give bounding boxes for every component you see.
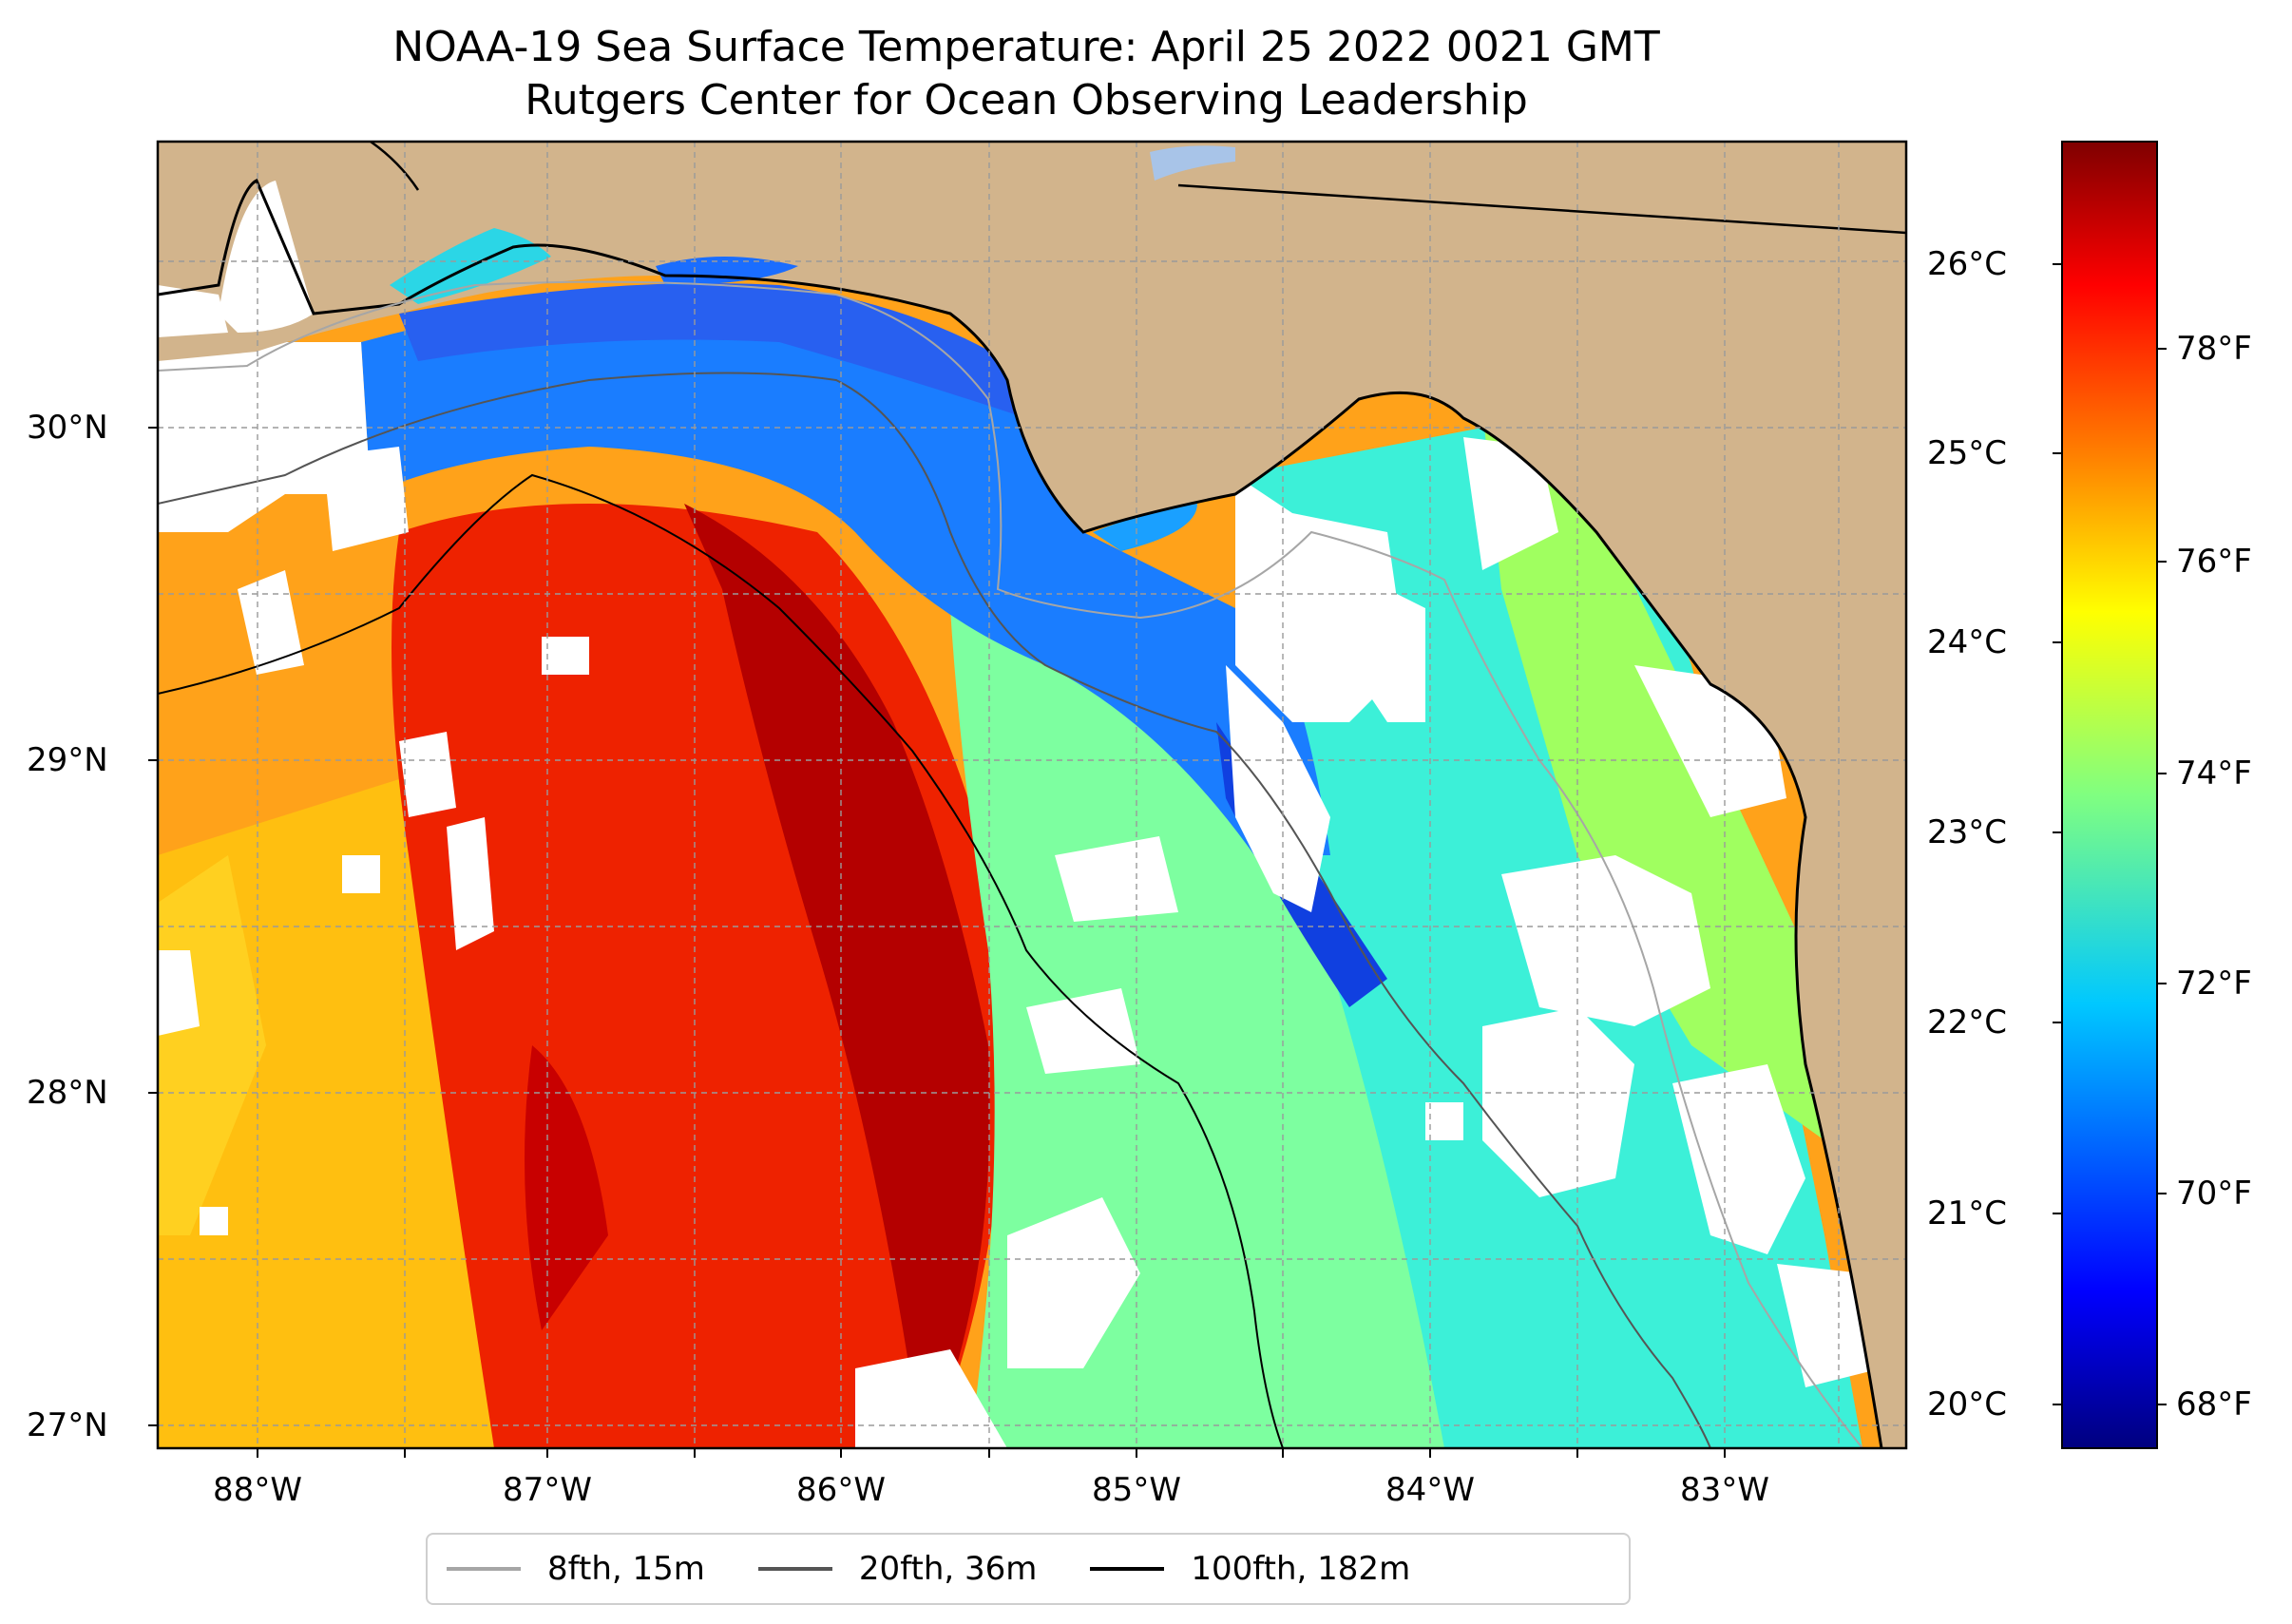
colorbar-celsius-label: 25°C bbox=[1927, 434, 2008, 472]
lat-label-27n: 27°N bbox=[27, 1406, 108, 1444]
legend-swatch bbox=[757, 1567, 832, 1571]
colorbar-celsius-label: 21°C bbox=[1927, 1194, 2008, 1232]
legend-item-20fth: 20fth, 36m bbox=[757, 1550, 1038, 1588]
colorbar-ticks bbox=[2053, 263, 2167, 1405]
lat-label-30n: 30°N bbox=[27, 409, 108, 447]
legend-item-8fth: 8fth, 15m bbox=[447, 1550, 705, 1588]
legend-label: 100fth, 182m bbox=[1191, 1550, 1411, 1588]
colorbar-celsius-label: 23°C bbox=[1927, 813, 2008, 851]
colorbar-celsius-label: 26°C bbox=[1927, 245, 2008, 283]
colorbar-celsius-label: 24°C bbox=[1927, 623, 2008, 661]
lon-label-87w: 87°W bbox=[503, 1471, 592, 1509]
land bbox=[158, 142, 1906, 1448]
colorbar bbox=[2061, 141, 2158, 1449]
lat-label-28n: 28°N bbox=[27, 1074, 108, 1112]
chart-subtitle: Rutgers Center for Ocean Observing Leade… bbox=[525, 76, 1528, 124]
sst-field bbox=[158, 142, 1906, 1448]
colorbar-fahrenheit-label: 74°F bbox=[2176, 755, 2252, 793]
legend-label: 8fth, 15m bbox=[547, 1550, 705, 1588]
legend-swatch bbox=[447, 1567, 521, 1571]
chart-title: NOAA-19 Sea Surface Temperature: April 2… bbox=[392, 23, 1660, 71]
colorbar-fahrenheit-label: 72°F bbox=[2176, 965, 2252, 1003]
legend-swatch bbox=[1090, 1567, 1165, 1571]
lon-label-84w: 84°W bbox=[1385, 1471, 1475, 1509]
axis-ticks bbox=[148, 427, 1726, 1458]
lon-label-83w: 83°W bbox=[1680, 1471, 1769, 1509]
legend-label: 20fth, 36m bbox=[858, 1550, 1038, 1588]
gridlines bbox=[158, 142, 1906, 1448]
lon-label-86w: 86°W bbox=[796, 1471, 886, 1509]
colorbar-fahrenheit-label: 68°F bbox=[2176, 1385, 2252, 1423]
colorbar-fahrenheit-label: 76°F bbox=[2176, 543, 2252, 581]
colorbar-fahrenheit-label: 70°F bbox=[2176, 1175, 2252, 1213]
map-frame bbox=[156, 140, 1908, 1450]
colorbar-celsius-label: 22°C bbox=[1927, 1003, 2008, 1041]
lon-label-85w: 85°W bbox=[1092, 1471, 1181, 1509]
lat-label-29n: 29°N bbox=[27, 741, 108, 779]
legend-item-100fth: 100fth, 182m bbox=[1090, 1550, 1410, 1588]
isobaths bbox=[158, 280, 1863, 1448]
colorbar-fahrenheit-label: 78°F bbox=[2176, 330, 2252, 368]
legend: 8fth, 15m 20fth, 36m 100fth, 182m bbox=[426, 1533, 1631, 1605]
lon-label-88w: 88°W bbox=[213, 1471, 302, 1509]
colorbar-celsius-label: 20°C bbox=[1927, 1385, 2008, 1423]
coastline bbox=[158, 142, 1906, 1448]
